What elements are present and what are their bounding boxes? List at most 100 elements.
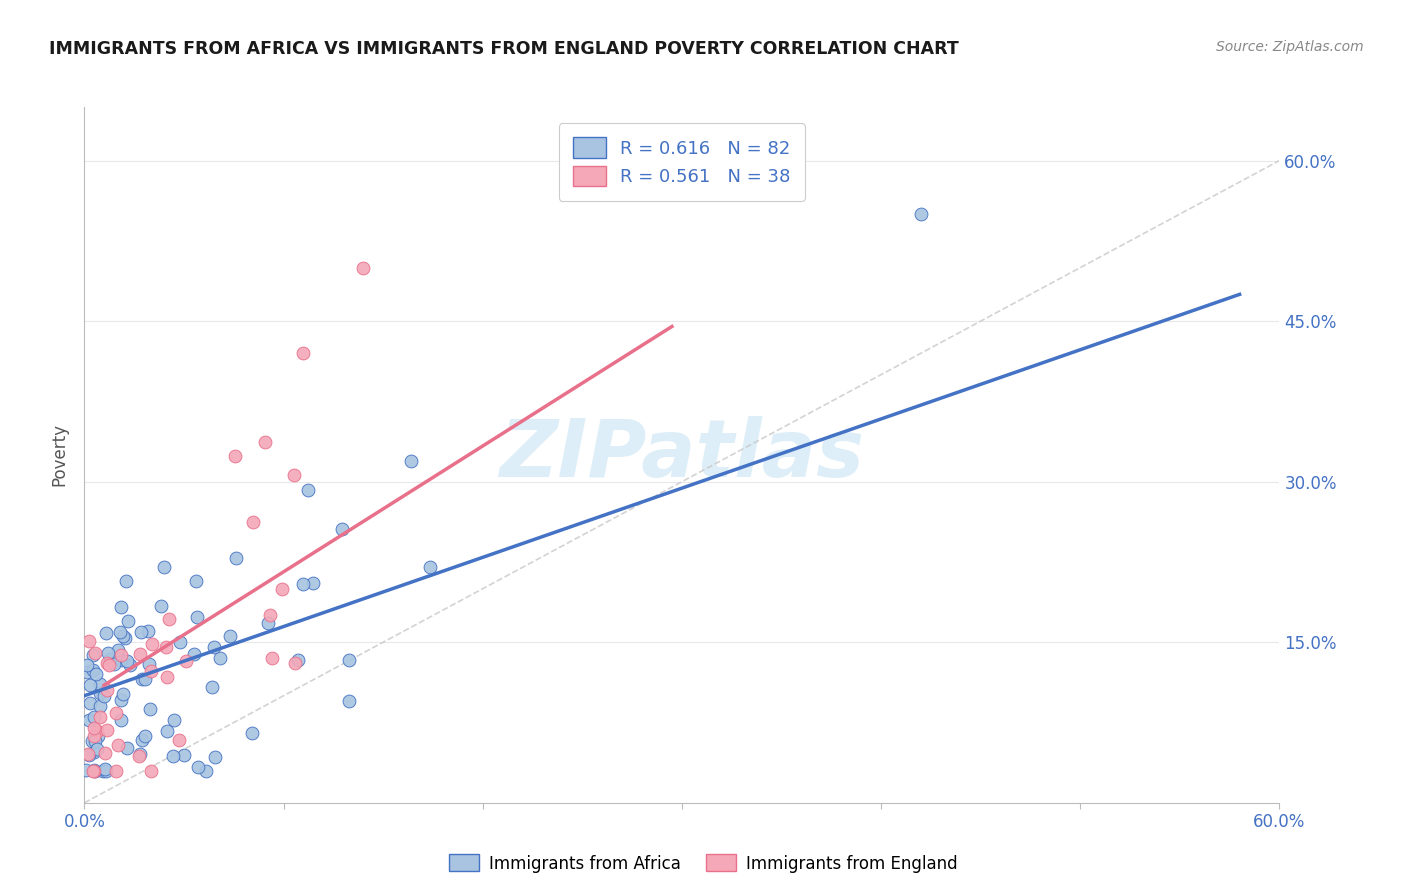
Point (83, 764, 105, 778)
Point (208, 651, 231, 665)
Point (174, 654, 197, 668)
Point (83, 745, 105, 759)
Point (86, 667, 108, 681)
Point (141, 637, 163, 651)
Point (302, 576, 325, 591)
Point (110, 648, 132, 663)
Point (83, 734, 105, 748)
Point (253, 435, 276, 450)
Point (139, 665, 162, 679)
Point (98, 657, 121, 672)
Point (107, 643, 129, 657)
Point (262, 651, 284, 665)
Point (173, 747, 195, 762)
Point (110, 714, 132, 728)
Point (419, 559, 441, 574)
Point (240, 726, 263, 740)
Point (114, 631, 136, 645)
Point (77, 747, 100, 761)
Point (292, 346, 315, 360)
Point (103, 657, 125, 671)
Point (202, 640, 225, 655)
Point (98, 652, 121, 666)
Point (89, 699, 111, 714)
Point (195, 764, 218, 778)
Point (79, 678, 101, 692)
Point (257, 615, 280, 630)
Point (96, 764, 118, 778)
Point (110, 624, 132, 639)
Y-axis label: Poverty: Poverty (51, 424, 69, 486)
Point (111, 688, 134, 702)
Point (83, 764, 105, 778)
Point (183, 647, 205, 661)
Point (86, 741, 108, 756)
Point (105, 764, 128, 778)
Point (86, 729, 108, 743)
Point (94, 763, 117, 777)
Text: ZIPatlas: ZIPatlas (499, 416, 865, 494)
Point (287, 653, 309, 667)
Point (167, 732, 190, 747)
Point (184, 574, 207, 589)
Legend: R = 0.616   N = 82, R = 0.561   N = 38: R = 0.616 N = 82, R = 0.561 N = 38 (558, 123, 806, 201)
Point (112, 629, 135, 643)
Point (94, 746, 117, 760)
Point (128, 749, 150, 764)
Point (93, 689, 115, 703)
Point (82, 764, 104, 778)
Point (129, 747, 152, 761)
Point (337, 653, 360, 667)
Point (330, 522, 353, 536)
Point (110, 653, 132, 667)
Point (115, 654, 138, 668)
Point (131, 732, 153, 747)
Text: IMMIGRANTS FROM AFRICA VS IMMIGRANTS FROM ENGLAND POVERTY CORRELATION CHART: IMMIGRANTS FROM AFRICA VS IMMIGRANTS FRO… (49, 40, 959, 58)
Point (96, 683, 118, 698)
Point (186, 610, 208, 624)
Point (259, 607, 281, 622)
Point (77, 634, 100, 648)
Point (155, 724, 177, 739)
Point (89, 685, 111, 699)
Point (169, 635, 191, 649)
Point (225, 551, 247, 566)
Point (297, 483, 319, 497)
Point (337, 694, 360, 708)
Point (155, 670, 177, 684)
Point (162, 748, 184, 763)
Point (79, 748, 101, 763)
Point (120, 658, 142, 673)
Point (115, 574, 138, 589)
Legend: Immigrants from Africa, Immigrants from England: Immigrants from Africa, Immigrants from … (441, 847, 965, 880)
Point (201, 680, 224, 694)
Point (110, 599, 132, 614)
Point (283, 468, 305, 483)
Point (134, 729, 156, 743)
Point (83, 721, 105, 735)
Point (76, 665, 98, 679)
Point (110, 692, 132, 706)
Point (910, 207, 932, 221)
Point (117, 741, 139, 756)
Point (139, 702, 162, 716)
Point (292, 577, 315, 591)
Point (150, 599, 173, 613)
Point (80, 733, 103, 747)
Point (83, 647, 105, 661)
Point (242, 515, 264, 529)
Point (117, 614, 139, 628)
Point (399, 453, 422, 467)
Point (139, 764, 162, 778)
Point (75, 763, 97, 777)
Point (97, 646, 120, 660)
Point (157, 612, 180, 626)
Point (134, 672, 156, 686)
Point (204, 749, 226, 764)
Point (136, 624, 159, 638)
Point (89, 710, 111, 724)
Point (82, 663, 104, 677)
Point (96, 723, 118, 737)
Point (129, 648, 152, 662)
Point (76, 657, 98, 672)
